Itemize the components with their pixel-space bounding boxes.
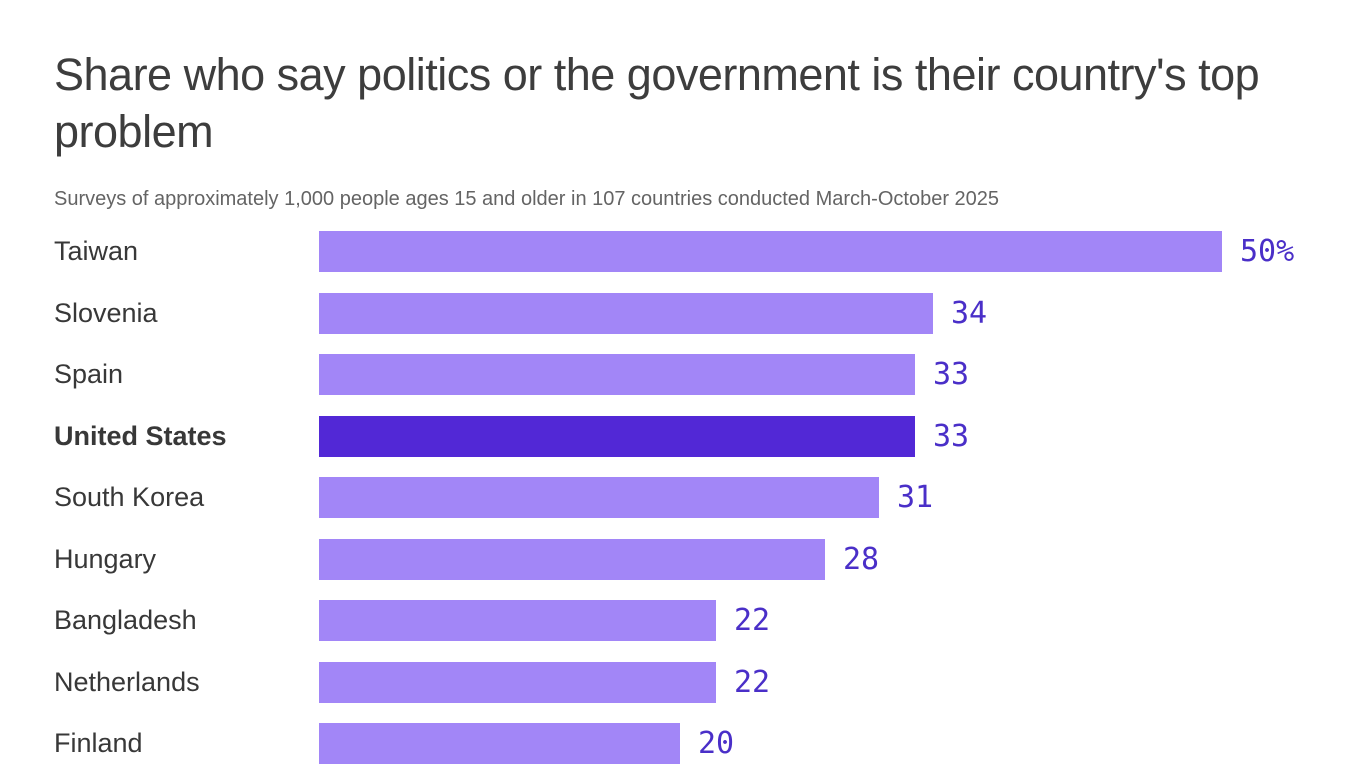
bar-chart: Taiwan 50% Slovenia 34 Spain 33 United States 3…	[54, 221, 1366, 768]
value-label: 31	[897, 480, 934, 516]
category-label: South Korea	[54, 482, 205, 513]
value-label: 22	[734, 603, 771, 639]
value-label: 22	[734, 664, 771, 700]
bar-track: 22	[319, 661, 1366, 703]
bar	[319, 477, 879, 519]
bar-track: 33	[319, 415, 1366, 457]
value-label: 33	[933, 418, 970, 454]
value-label: 20	[698, 726, 735, 762]
bar-track: 20	[319, 723, 1366, 765]
bar-track: 50%	[319, 231, 1366, 273]
bar-track: 31	[319, 477, 1366, 519]
value-label: 33	[933, 357, 970, 393]
category-label: Finland	[54, 728, 143, 759]
bar-track: 34	[319, 292, 1366, 334]
category-label: Slovenia	[54, 297, 158, 328]
bar-track: 22	[319, 600, 1366, 642]
bar-row: Taiwan 50%	[54, 221, 1366, 283]
value-label: 28	[843, 541, 880, 577]
bar-row: Slovenia 34	[54, 283, 1366, 345]
bar-row: Bangladesh 22	[54, 590, 1366, 652]
value-label: 50%	[1240, 234, 1295, 270]
bar-row: United States 33	[54, 406, 1366, 468]
bar-track: 33	[319, 354, 1366, 396]
bar	[319, 231, 1222, 273]
bar-row: Netherlands 22	[54, 652, 1366, 714]
chart-title: Share who say politics or the government…	[54, 49, 1260, 157]
bar	[319, 600, 716, 642]
bar	[319, 538, 825, 580]
category-label: United States	[54, 420, 227, 451]
category-label: Bangladesh	[54, 605, 197, 636]
bar-row: Finland 20	[54, 713, 1366, 768]
bar-row: Spain 33	[54, 344, 1366, 406]
bar-row: South Korea 31	[54, 467, 1366, 529]
bar	[319, 723, 680, 765]
bar	[319, 415, 915, 457]
category-label: Taiwan	[54, 236, 139, 267]
bar	[319, 354, 915, 396]
bar-track: 28	[319, 538, 1366, 580]
bar-row: Hungary 28	[54, 529, 1366, 591]
value-label: 34	[951, 295, 988, 331]
bar	[319, 292, 933, 334]
chart-subtitle: Surveys of approximately 1,000 people ag…	[54, 188, 1000, 210]
category-label: Hungary	[54, 543, 157, 574]
category-label: Netherlands	[54, 666, 200, 697]
bar	[319, 661, 716, 703]
category-label: Spain	[54, 359, 124, 390]
